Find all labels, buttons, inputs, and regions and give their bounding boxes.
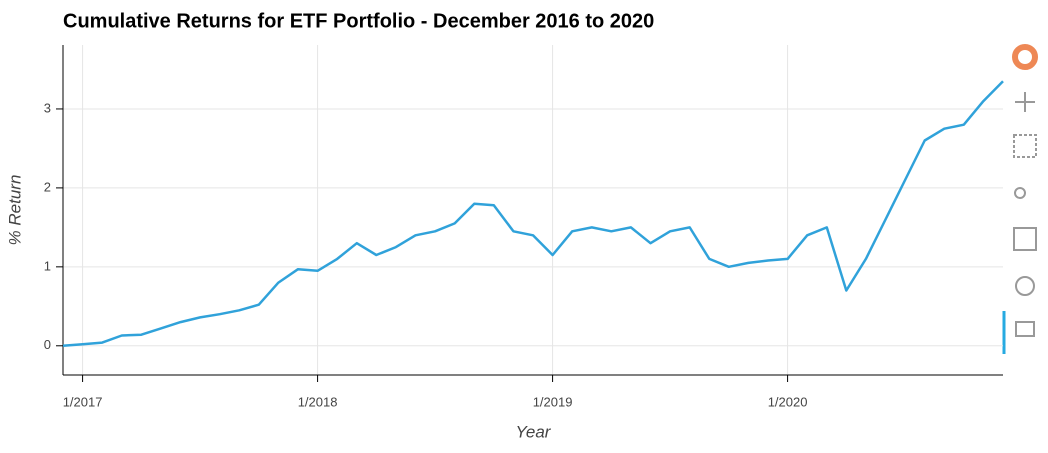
reset-tool[interactable] (1015, 276, 1035, 296)
y-tick-label: 3 (44, 100, 51, 115)
toolbar (1002, 44, 1038, 354)
x-tick-label: 1/2017 (63, 394, 103, 409)
x-tick-label: 1/2020 (768, 394, 808, 409)
line (62, 80, 1004, 348)
logo[interactable] (1012, 44, 1038, 70)
chart-title: Cumulative Returns for ETF Portfolio - D… (63, 10, 654, 32)
y-axis-label: % Return (5, 175, 24, 246)
hover-tool[interactable] (1015, 321, 1035, 337)
save-tool[interactable] (1013, 227, 1037, 251)
box-zoom-tool[interactable] (1013, 134, 1037, 158)
y-tick-label: 0 (44, 337, 51, 352)
y-tick-label: 1 (44, 258, 51, 273)
x-tick-label: 1/2018 (298, 394, 338, 409)
pan-tool[interactable] (1015, 92, 1035, 112)
x-tick-label: 1/2019 (533, 394, 573, 409)
y-tick-label: 2 (44, 179, 51, 194)
x-axis-label: Year (516, 422, 552, 441)
wheel-zoom-tool[interactable] (1014, 187, 1026, 199)
